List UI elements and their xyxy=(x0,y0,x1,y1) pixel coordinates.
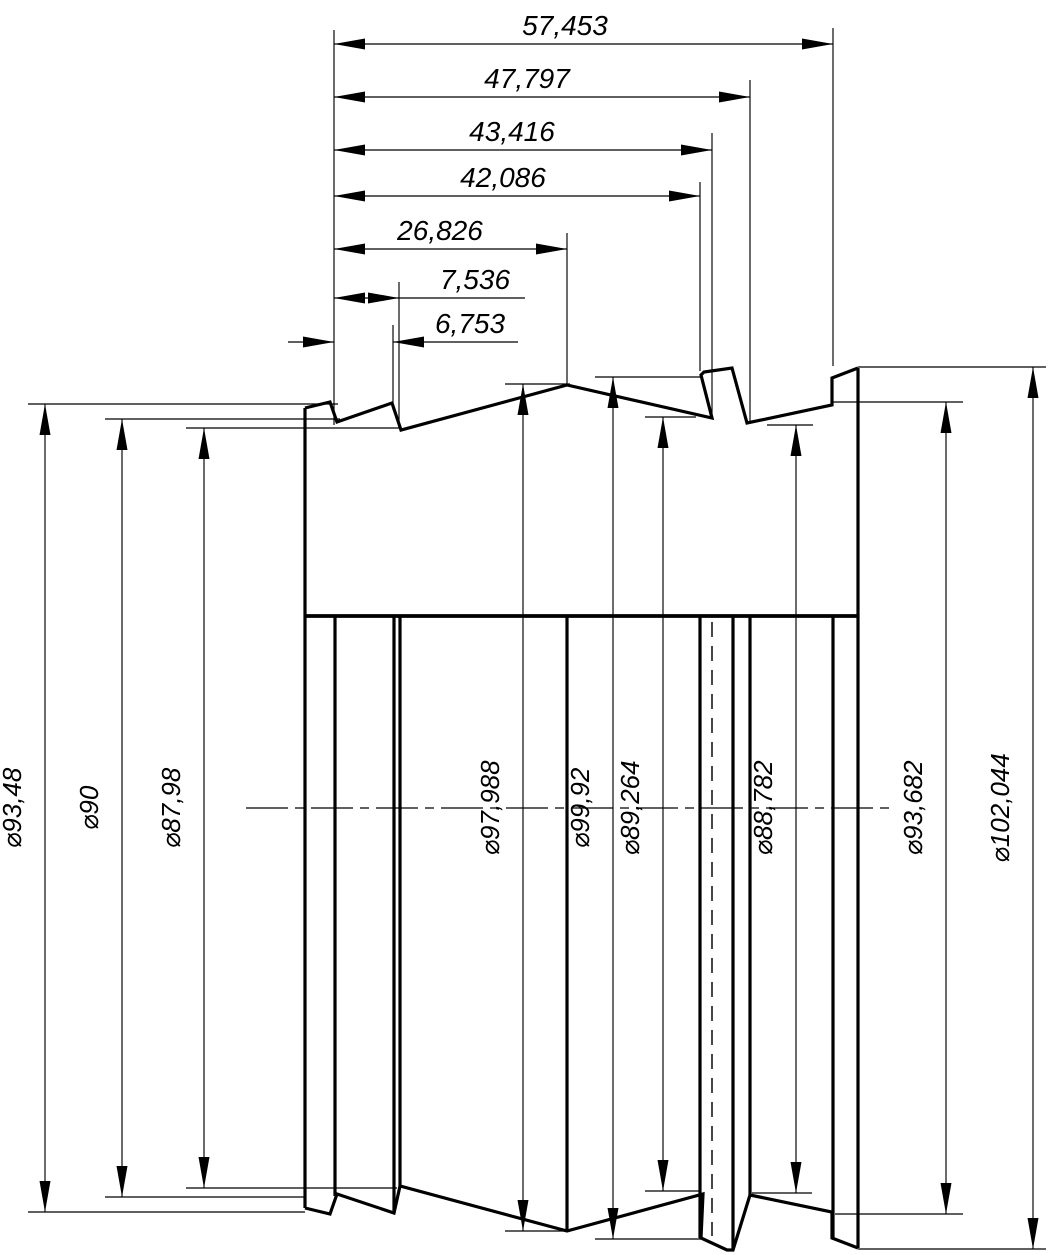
dia-dim-1-label: ⌀90 xyxy=(74,785,104,830)
h-dim-3-label: 42,086 xyxy=(460,162,546,193)
dia-dim-4-arrow-top xyxy=(607,377,619,408)
h-dim-6-label: 6,753 xyxy=(435,308,505,339)
h-dim-0-label: 57,453 xyxy=(522,10,608,41)
dia-dim-7-label: ⌀93,682 xyxy=(898,760,928,856)
h-dim-1-label: 47,797 xyxy=(484,63,571,94)
dia-dim-7-arrow-bottom xyxy=(940,1183,952,1214)
h-dim-5-label: 7,536 xyxy=(440,264,510,295)
dia-dim-6-label: ⌀88,782 xyxy=(748,760,778,856)
part-top-profile xyxy=(304,366,859,432)
h-dim-5-arrow-left xyxy=(334,292,365,304)
dia-dim-8-label: ⌀102,044 xyxy=(985,753,1015,863)
h-dim-0-arrow-left xyxy=(334,38,365,50)
h-dim-3-arrow-right xyxy=(669,190,700,202)
h-dim-6-arrow-left xyxy=(303,336,334,348)
dia-dim-8-arrow-top xyxy=(1027,367,1039,398)
dia-dim-7-arrow-top xyxy=(940,402,952,433)
dia-dim-2-arrow-top xyxy=(198,428,210,459)
dia-dim-6-arrow-top xyxy=(790,425,802,456)
h-dim-0-arrow-right xyxy=(802,38,833,50)
h-dim-5-arrow-right xyxy=(368,292,399,304)
dia-dim-0-arrow-bottom xyxy=(39,1181,51,1212)
dia-dim-8-arrow-bottom xyxy=(1027,1218,1039,1249)
dia-dim-5-arrow-top xyxy=(657,417,669,448)
dia-dim-3-arrow-top xyxy=(517,384,529,415)
h-dim-1-arrow-right xyxy=(719,91,750,103)
part-bottom-profile xyxy=(304,1184,859,1252)
dia-dim-3-label: ⌀97,988 xyxy=(475,760,505,856)
h-dim-6-arrow-right xyxy=(393,336,424,348)
dia-dim-2-arrow-bottom xyxy=(198,1157,210,1188)
h-dim-2-label: 43,416 xyxy=(469,116,555,147)
h-dim-4-label: 26,826 xyxy=(396,215,483,246)
dia-dim-0-label: ⌀93,48 xyxy=(0,767,27,848)
dia-dim-1-arrow-bottom xyxy=(116,1166,128,1197)
h-dim-4-arrow-left xyxy=(334,243,365,255)
h-dim-3-arrow-left xyxy=(334,190,365,202)
dia-dim-4-arrow-bottom xyxy=(607,1208,619,1239)
dia-dim-4-label: ⌀99,92 xyxy=(565,767,595,848)
h-dim-2-arrow-right xyxy=(681,144,712,156)
h-dim-1-arrow-left xyxy=(334,91,365,103)
dia-dim-1-arrow-top xyxy=(116,419,128,450)
dia-dim-5-arrow-bottom xyxy=(657,1160,669,1191)
dia-dim-0-arrow-top xyxy=(39,404,51,435)
dia-dim-5-label: ⌀89,264 xyxy=(615,760,645,855)
dia-dim-6-arrow-bottom xyxy=(790,1162,802,1193)
h-dim-4-arrow-right xyxy=(536,243,567,255)
h-dim-2-arrow-left xyxy=(334,144,365,156)
dia-dim-2-label: ⌀87,98 xyxy=(156,767,186,848)
dia-dim-3-arrow-bottom xyxy=(517,1200,529,1231)
